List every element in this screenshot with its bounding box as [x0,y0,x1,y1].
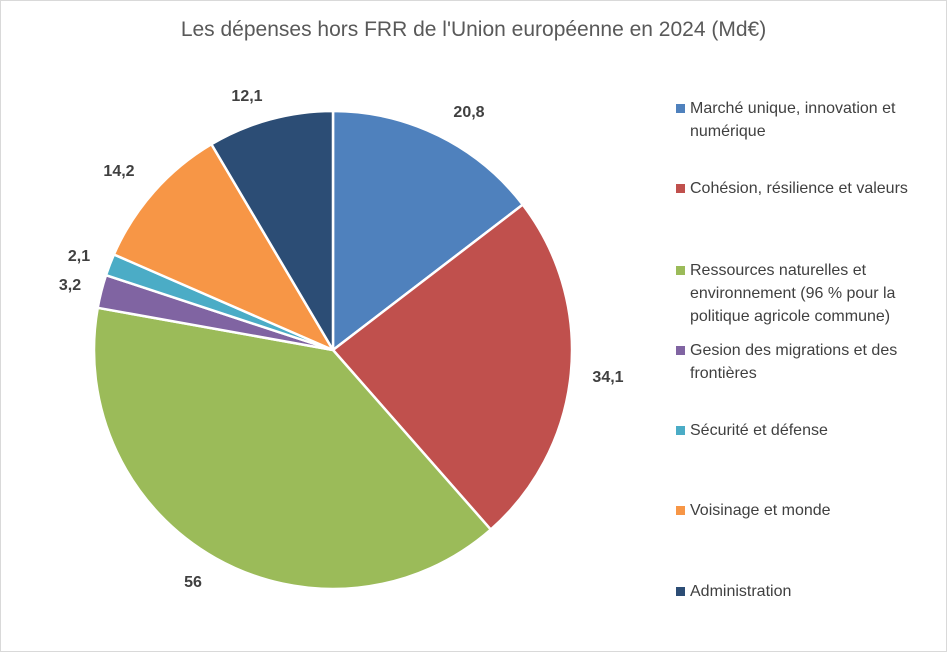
data-label-2: 34,1 [592,369,623,386]
legend-label: Sécurité et défense [690,422,828,439]
legend-item-6: Voisinage et monde [676,499,941,522]
data-label-6: 14,2 [103,163,134,180]
legend-swatch [676,266,685,275]
pie-slice-7 [210,109,335,352]
legend-item-2: Cohésion, résilience et valeurs [676,177,941,200]
legend-swatch [676,184,685,193]
pie-slice-1 [331,109,524,352]
pie-slice-3 [92,306,493,591]
data-label-4: 3,2 [59,277,81,294]
data-label-3: 56 [184,574,202,591]
legend-item-3: Ressources naturelles et environnement (… [676,259,941,328]
legend-label: Marché unique, innovation et numérique [690,100,896,140]
data-label-5: 2,1 [68,248,90,265]
chart-title: Les dépenses hors FRR de l'Union europée… [180,18,767,41]
legend-item-1: Marché unique, innovation et numérique [676,97,941,143]
legend-swatch [676,587,685,596]
legend-label: Voisinage et monde [690,502,831,519]
pie-slice-6 [112,142,335,352]
legend-item-7: Administration [676,580,941,603]
legend-swatch [676,426,685,435]
legend-swatch [676,346,685,355]
legend-swatch [676,104,685,113]
legend-item-4: Gesion des migrations et des frontières [676,339,941,385]
legend-label: Administration [690,583,792,600]
data-label-7: 12,1 [231,88,262,105]
legend-label: Cohésion, résilience et valeurs [690,180,908,197]
legend-label: Gesion des migrations et des frontières [690,342,898,382]
legend-label: Ressources naturelles et environnement (… [690,262,896,325]
pie-slice-2 [331,203,574,531]
legend-swatch [676,506,685,515]
legend-item-5: Sécurité et défense [676,419,941,442]
data-label-1: 20,8 [453,104,484,121]
